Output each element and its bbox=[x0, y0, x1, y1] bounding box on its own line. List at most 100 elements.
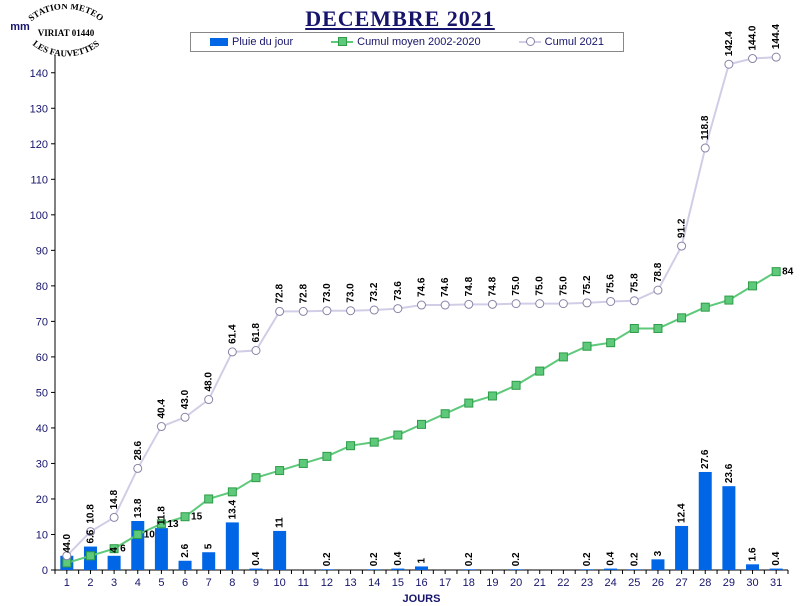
cumul2021-label: 40.4 bbox=[156, 399, 167, 419]
cumul2021-label: 74.6 bbox=[440, 277, 451, 297]
bar-day bbox=[699, 472, 712, 570]
bar-day bbox=[249, 569, 262, 570]
bar-label: 4 bbox=[62, 547, 73, 553]
svg-text:24: 24 bbox=[605, 577, 617, 589]
cumul2021-label: 61.8 bbox=[251, 323, 262, 343]
bar-day bbox=[581, 569, 594, 570]
series-marker bbox=[110, 513, 118, 521]
cumul2021-label: 74.6 bbox=[417, 277, 428, 297]
svg-text:16: 16 bbox=[415, 577, 427, 589]
svg-text:10: 10 bbox=[274, 577, 286, 589]
bar-label: 0.2 bbox=[582, 552, 593, 566]
series-marker bbox=[228, 488, 236, 496]
bar-label: 0.2 bbox=[629, 552, 640, 566]
series-marker bbox=[772, 53, 780, 61]
svg-text:19: 19 bbox=[486, 577, 498, 589]
svg-text:21: 21 bbox=[534, 577, 546, 589]
cumulmoyen-label: 10 bbox=[144, 529, 156, 540]
bar-label: 0.4 bbox=[393, 551, 404, 565]
series-marker bbox=[701, 144, 709, 152]
svg-text:30: 30 bbox=[746, 577, 758, 589]
series-marker bbox=[441, 301, 449, 309]
series-marker bbox=[678, 242, 686, 250]
cumul2021-label: 74.8 bbox=[464, 276, 475, 296]
series-marker bbox=[299, 307, 307, 315]
svg-text:8: 8 bbox=[229, 577, 235, 589]
bar-day bbox=[415, 566, 428, 570]
series-marker bbox=[370, 438, 378, 446]
cumul2021-label: 4.0 bbox=[62, 533, 73, 547]
svg-text:60: 60 bbox=[36, 352, 48, 364]
cumul2021-label: 73.0 bbox=[346, 283, 357, 303]
svg-text:120: 120 bbox=[30, 139, 48, 151]
series-marker bbox=[181, 513, 189, 521]
svg-text:JOURS: JOURS bbox=[403, 593, 441, 605]
svg-text:28: 28 bbox=[699, 577, 711, 589]
series-marker bbox=[536, 300, 544, 308]
bar-label: 0.2 bbox=[322, 552, 333, 566]
series-marker bbox=[441, 410, 449, 418]
bar-label: 1.6 bbox=[748, 547, 759, 561]
series-marker bbox=[488, 300, 496, 308]
series-marker bbox=[607, 297, 615, 305]
bar-day bbox=[746, 564, 759, 570]
bar-label: 11 bbox=[275, 517, 286, 528]
bar-label: 0.2 bbox=[369, 552, 380, 566]
series-marker bbox=[465, 399, 473, 407]
series-marker bbox=[299, 459, 307, 467]
svg-text:1: 1 bbox=[64, 577, 70, 589]
svg-text:110: 110 bbox=[30, 174, 48, 186]
bar-label: 11.8 bbox=[156, 506, 167, 525]
bar-label: 0.4 bbox=[771, 551, 782, 565]
cumul2021-label: 78.8 bbox=[653, 262, 664, 282]
cumul2021-label: 72.8 bbox=[275, 284, 286, 304]
bar-label: 0.2 bbox=[511, 552, 522, 566]
cumulmoyen-label: 84 bbox=[782, 267, 794, 278]
bar-label: 0.4 bbox=[251, 551, 262, 565]
series-marker bbox=[228, 348, 236, 356]
bar-day bbox=[273, 531, 286, 570]
cumul2021-label: 75.8 bbox=[629, 273, 640, 293]
bar-label: 3 bbox=[653, 550, 664, 556]
bar-day bbox=[462, 569, 475, 570]
bar-label: 12.4 bbox=[677, 503, 688, 523]
series-marker bbox=[276, 467, 284, 475]
svg-text:50: 50 bbox=[36, 387, 48, 399]
series-marker bbox=[347, 442, 355, 450]
svg-text:90: 90 bbox=[36, 245, 48, 257]
series-marker bbox=[512, 381, 520, 389]
bar-day bbox=[320, 569, 333, 570]
series-marker bbox=[559, 300, 567, 308]
svg-text:40: 40 bbox=[36, 423, 48, 435]
bar-day bbox=[651, 559, 664, 570]
series-marker bbox=[252, 347, 260, 355]
cumul2021-label: 91.2 bbox=[677, 218, 688, 238]
series-marker bbox=[418, 420, 426, 428]
bar-day bbox=[675, 526, 688, 570]
series-marker bbox=[488, 392, 496, 400]
series-marker bbox=[749, 282, 757, 290]
bar-day bbox=[510, 569, 523, 570]
bar-label: 2.6 bbox=[180, 543, 191, 557]
bar-day bbox=[155, 528, 168, 570]
series-marker bbox=[701, 303, 709, 311]
cumul2021-label: 10.8 bbox=[85, 504, 96, 524]
series-marker bbox=[583, 299, 591, 307]
svg-text:18: 18 bbox=[463, 577, 475, 589]
svg-text:25: 25 bbox=[628, 577, 640, 589]
svg-text:15: 15 bbox=[392, 577, 404, 589]
series-marker bbox=[607, 339, 615, 347]
series-marker bbox=[536, 367, 544, 375]
svg-text:9: 9 bbox=[253, 577, 259, 589]
series-marker bbox=[323, 307, 331, 315]
cumul2021-label: 61.4 bbox=[227, 324, 238, 344]
series-marker bbox=[559, 353, 567, 361]
svg-text:3: 3 bbox=[111, 577, 117, 589]
series-marker bbox=[157, 423, 165, 431]
series-marker bbox=[583, 342, 591, 350]
bar-label: 23.6 bbox=[724, 463, 735, 483]
svg-text:10: 10 bbox=[36, 529, 48, 541]
svg-text:20: 20 bbox=[36, 494, 48, 506]
svg-text:mm: mm bbox=[10, 21, 30, 33]
cumul2021-label: 75.2 bbox=[582, 275, 593, 295]
